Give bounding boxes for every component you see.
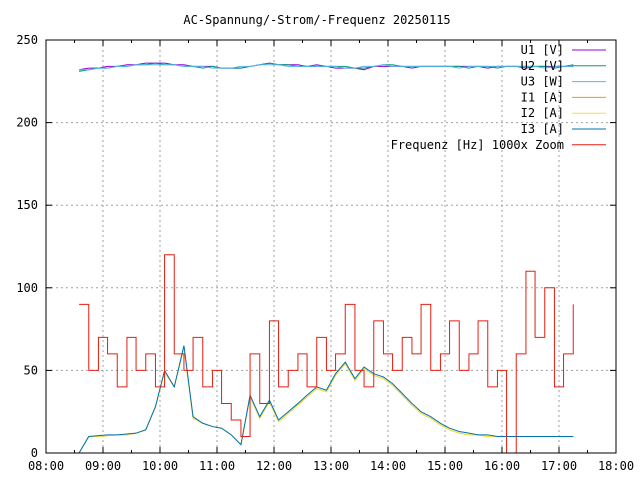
y-tick-label: 100 — [16, 281, 38, 295]
legend: U1 [V] U2 [V] U3 [W]I1 [A] I2 [A] I3 [A] Freq… — [391, 43, 606, 152]
series-line-5 — [78, 345, 574, 454]
x-tick-label: 09:00 — [85, 459, 121, 473]
chart-title: AC-Spannung/-Strom/-Frequenz 20250115 — [183, 13, 450, 27]
x-tick-label: 16:00 — [484, 459, 520, 473]
x-tick-label: 17:00 — [541, 459, 577, 473]
x-tick-label: 18:00 — [598, 459, 634, 473]
x-tick-label: 08:00 — [28, 459, 64, 473]
x-tick-label: 11:00 — [199, 459, 235, 473]
x-tick-label: 13:00 — [313, 459, 349, 473]
legend-label: U2 [V] — [521, 59, 564, 73]
x-tick-label: 12:00 — [256, 459, 292, 473]
y-tick-label: 150 — [16, 198, 38, 212]
y-tick-label: 250 — [16, 33, 38, 47]
legend-label: Frequenz [Hz] 1000x Zoom — [391, 138, 564, 152]
series-line-2 — [79, 64, 574, 71]
y-tick-label: 200 — [16, 116, 38, 130]
legend-label: I2 [A] — [521, 106, 564, 120]
legend-label: U1 [V] — [521, 43, 564, 57]
legend-label: I1 [A] — [521, 90, 564, 104]
legend-label: I3 [A] — [521, 122, 564, 136]
axis-ticks: 08:00 09:00 10:00 11:00 12:00 13:00 14:00 15:00… — [16, 33, 634, 473]
legend-label: U3 [W] — [521, 75, 564, 89]
series-group — [78, 62, 574, 454]
x-tick-label: 15:00 — [427, 459, 463, 473]
series-line-6 — [79, 254, 574, 454]
x-tick-label: 10:00 — [142, 459, 178, 473]
x-tick-label: 14:00 — [370, 459, 406, 473]
y-tick-label: 50 — [24, 363, 38, 377]
y-tick-label: 0 — [31, 446, 38, 460]
